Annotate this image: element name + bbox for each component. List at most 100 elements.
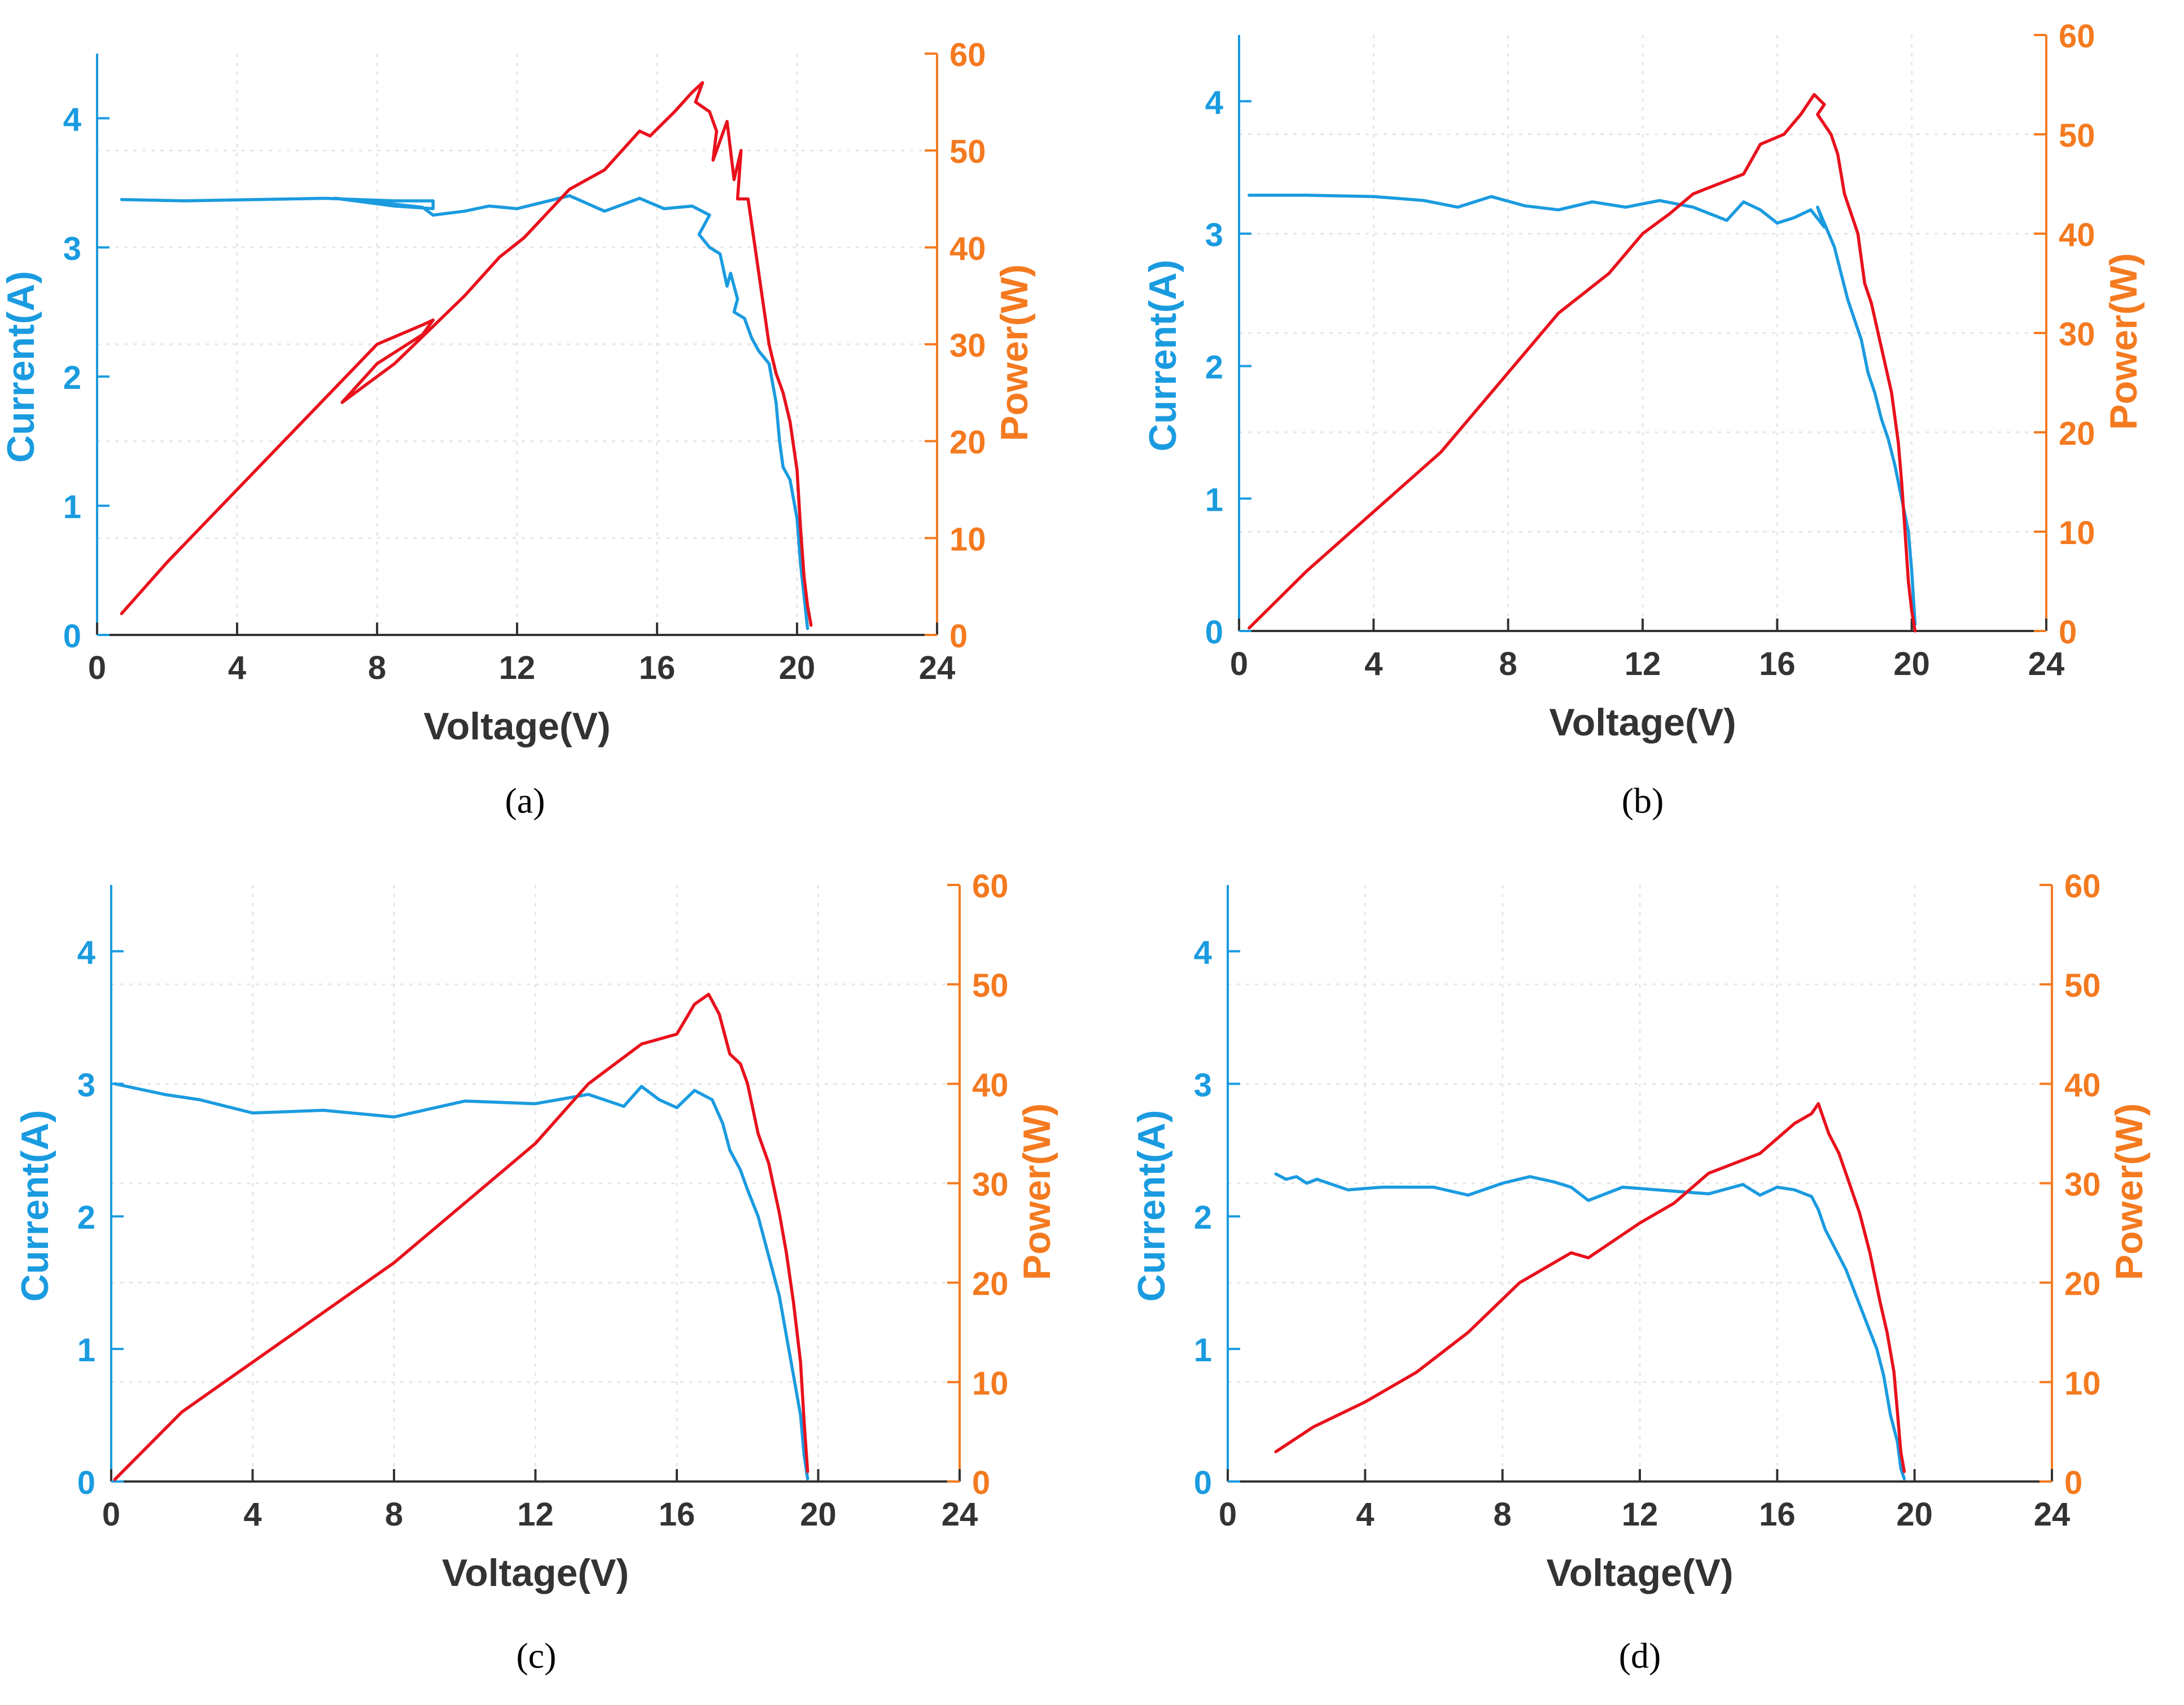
y-left-tick-label: 2: [77, 1199, 95, 1236]
y-right-tick-label: 20: [949, 424, 986, 461]
chart-panel-a: 0 4 8 12 16 20 24012340102030405060Voltage(V)C…: [0, 37, 1036, 821]
panel-caption: (d): [1619, 1636, 1661, 1676]
x-axis-label: Voltage(V): [442, 1551, 629, 1594]
y-right-tick-label: 30: [949, 327, 986, 364]
y-left-tick-label: 0: [1194, 1465, 1212, 1501]
current-series-line: [120, 194, 809, 630]
chart-panel-d: 0 4 8 12 16 20 24012340102030405060Voltage(V)C…: [1130, 868, 2151, 1676]
y-right-tick-label: 20: [2064, 1266, 2101, 1303]
power-series-line: [1274, 1102, 1906, 1474]
y-left-tick-label: 0: [77, 1465, 95, 1501]
x-tick-label: 0: [88, 650, 106, 686]
y-right-tick-label: 50: [2064, 967, 2101, 1004]
x-tick-label: 24: [2034, 1496, 2071, 1533]
power-series-line: [120, 81, 813, 627]
x-tick-label: 0: [1219, 1496, 1237, 1533]
x-tick-label: 24: [942, 1496, 978, 1533]
y-right-tick-label: 40: [2059, 217, 2095, 253]
y-right-tick-label: 50: [949, 134, 986, 170]
y-left-tick-label: 1: [1194, 1332, 1212, 1369]
y-right-tick-label: 50: [2059, 117, 2095, 154]
x-axis-label: Voltage(V): [423, 705, 610, 748]
x-tick-label: 4: [1356, 1496, 1374, 1533]
y-right-tick-label: 10: [972, 1365, 1009, 1402]
y-right-tick-label: 10: [2064, 1365, 2101, 1402]
x-tick-label: 4: [1364, 646, 1382, 682]
y-right-tick-label: 60: [949, 37, 986, 73]
x-tick-label: 20: [1896, 1496, 1933, 1533]
y-left-tick-label: 3: [63, 230, 81, 267]
x-tick-label: 4: [243, 1496, 261, 1533]
y-right-tick-label: 10: [2059, 515, 2095, 551]
x-tick-label: 8: [385, 1496, 403, 1533]
x-tick-label: 12: [517, 1496, 554, 1533]
y-right-tick-label: 10: [949, 521, 986, 558]
y-left-tick-label: 0: [63, 618, 81, 655]
x-tick-label: 4: [228, 650, 246, 686]
x-tick-label: 8: [1494, 1496, 1512, 1533]
y-right-tick-label: 60: [972, 868, 1009, 905]
x-tick-label: 16: [639, 650, 676, 686]
power-series-line: [113, 993, 809, 1482]
y-left-axis-label: Current(A): [1141, 260, 1184, 452]
y-left-tick-label: 1: [77, 1332, 95, 1369]
y-right-tick-label: 60: [2064, 868, 2101, 905]
x-axis-label: Voltage(V): [1549, 701, 1736, 744]
y-right-tick-label: 40: [2064, 1067, 2101, 1103]
current-series-line: [113, 1082, 809, 1481]
y-right-axis-label: Power(W): [2108, 1103, 2151, 1281]
y-right-tick-label: 40: [949, 230, 986, 267]
panel-caption: (a): [505, 781, 545, 821]
x-tick-label: 0: [1230, 646, 1248, 682]
y-right-tick-label: 0: [2059, 614, 2077, 651]
y-left-tick-label: 1: [1205, 481, 1223, 518]
y-right-tick-label: 0: [949, 618, 968, 655]
y-left-tick-label: 2: [63, 360, 81, 396]
current-series-line: [1274, 1172, 1906, 1481]
y-left-axis-label: Current(A): [0, 271, 42, 463]
x-tick-label: 16: [1759, 646, 1796, 682]
y-right-tick-label: 50: [972, 967, 1009, 1004]
y-right-axis-label: Power(W): [993, 264, 1036, 441]
y-right-tick-label: 30: [2064, 1167, 2101, 1203]
y-left-tick-label: 2: [1194, 1199, 1212, 1236]
y-left-tick-label: 4: [63, 101, 81, 138]
x-tick-label: 16: [1759, 1496, 1796, 1533]
y-right-tick-label: 60: [2059, 18, 2095, 55]
x-tick-label: 12: [1622, 1496, 1658, 1533]
y-right-tick-label: 30: [972, 1167, 1009, 1203]
panel-caption: (c): [516, 1636, 556, 1676]
x-tick-label: 20: [1893, 646, 1930, 682]
y-left-tick-label: 4: [77, 934, 95, 971]
y-left-tick-label: 4: [1194, 934, 1212, 971]
y-left-tick-label: 3: [1194, 1067, 1212, 1103]
y-right-tick-label: 20: [2059, 415, 2095, 452]
y-left-tick-label: 3: [77, 1067, 95, 1103]
panel-caption: (b): [1622, 781, 1664, 821]
y-right-tick-label: 0: [972, 1465, 990, 1501]
power-series-line: [1248, 93, 1917, 633]
x-tick-label: 0: [102, 1496, 120, 1533]
y-left-tick-label: 3: [1205, 217, 1223, 253]
x-tick-label: 24: [2028, 646, 2065, 682]
x-tick-label: 20: [779, 650, 816, 686]
y-right-tick-label: 0: [2064, 1465, 2082, 1501]
current-series-line: [1248, 194, 1917, 626]
y-left-tick-label: 2: [1205, 349, 1223, 386]
y-right-tick-label: 40: [972, 1067, 1009, 1103]
x-tick-label: 12: [499, 650, 536, 686]
y-left-tick-label: 0: [1205, 614, 1223, 651]
y-left-tick-label: 1: [63, 489, 81, 525]
x-tick-label: 24: [919, 650, 956, 686]
y-right-axis-label: Power(W): [2102, 253, 2145, 430]
y-left-tick-label: 4: [1205, 84, 1223, 121]
x-tick-label: 8: [368, 650, 386, 686]
y-left-axis-label: Current(A): [14, 1110, 56, 1302]
chart-panel-b: 0 4 8 12 16 20 24012340102030405060Voltage(V)C…: [1141, 18, 2145, 821]
x-tick-label: 16: [659, 1496, 695, 1533]
x-tick-label: 12: [1625, 646, 1661, 682]
x-tick-label: 20: [800, 1496, 837, 1533]
y-right-tick-label: 20: [972, 1266, 1009, 1303]
y-right-tick-label: 30: [2059, 316, 2095, 353]
